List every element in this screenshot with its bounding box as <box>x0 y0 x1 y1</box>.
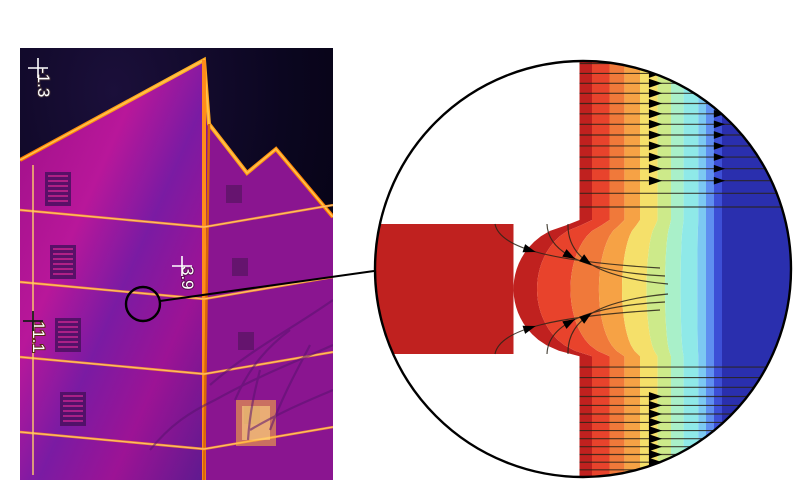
svg-text:11.1: 11.1 <box>29 321 48 353</box>
svg-text:-1.3: -1.3 <box>34 68 53 97</box>
svg-text:3.9: 3.9 <box>178 266 197 290</box>
